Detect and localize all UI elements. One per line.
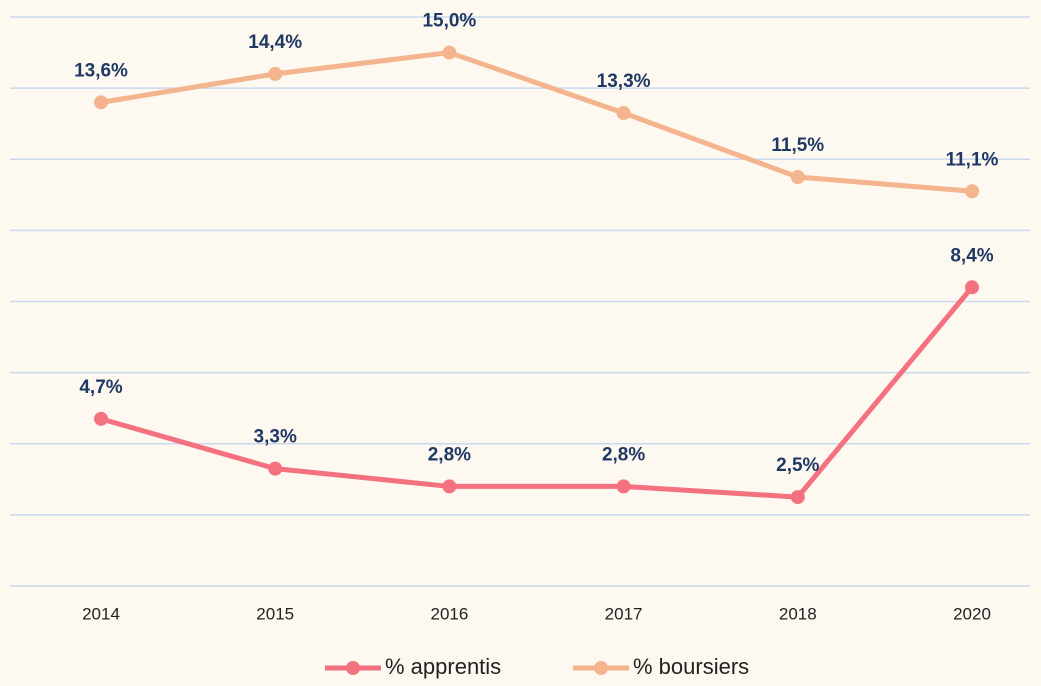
point — [790, 490, 805, 505]
point — [268, 66, 283, 81]
legend-marker — [346, 661, 360, 675]
point — [442, 479, 457, 494]
legend-marker — [594, 661, 608, 675]
data-label: 2,8% — [428, 444, 471, 465]
point — [616, 106, 631, 121]
series-line — [100, 50, 973, 194]
point — [616, 479, 631, 494]
data-label: 2,5% — [776, 455, 819, 476]
data-label: 11,5% — [771, 135, 824, 156]
legend-label: % apprentis — [385, 654, 501, 679]
point — [94, 95, 108, 110]
data-label: 11,1% — [946, 149, 999, 170]
data-label: 13,3% — [597, 71, 651, 92]
data-label: 3,3% — [254, 427, 297, 448]
point — [268, 461, 283, 476]
point — [94, 411, 108, 426]
point — [442, 45, 457, 60]
x-tick-label: 2018 — [779, 604, 817, 623]
data-label: 14,4% — [248, 32, 302, 53]
point — [965, 280, 979, 295]
data-label: 2,8% — [602, 444, 645, 465]
point — [790, 170, 805, 185]
x-tick-label: 2016 — [430, 604, 468, 623]
series-line — [100, 285, 974, 500]
data-label: 4,7% — [79, 377, 122, 398]
x-tick-label: 2014 — [82, 604, 120, 623]
data-label: 13,6% — [74, 60, 128, 81]
data-label: 8,4% — [950, 245, 993, 266]
legend-label: % boursiers — [633, 654, 749, 679]
x-tick-label: 2020 — [953, 604, 991, 623]
point — [965, 184, 979, 199]
x-tick-label: 2015 — [256, 604, 294, 623]
x-tick-label: 2017 — [605, 604, 643, 623]
data-label: 15,0% — [422, 11, 476, 32]
